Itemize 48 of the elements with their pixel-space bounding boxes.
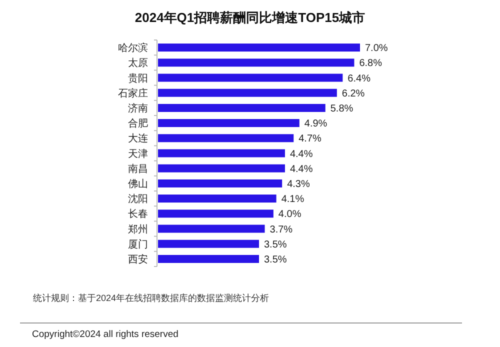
- bar: [158, 74, 343, 82]
- data-label: 6.4%: [348, 73, 371, 84]
- data-label: 4.4%: [290, 148, 313, 160]
- bar: [158, 179, 282, 188]
- y-tick-label: 佛山: [128, 178, 148, 190]
- y-tick-label: 厦门: [128, 238, 148, 250]
- bar: [158, 88, 337, 97]
- bar: [158, 224, 265, 233]
- y-tick-label: 南昌: [128, 162, 148, 175]
- bar: [158, 58, 354, 67]
- y-tick-label: 沈阳: [128, 193, 148, 206]
- y-tick-label: 贵阳: [128, 72, 148, 84]
- data-label: 6.8%: [359, 58, 382, 70]
- data-label: 4.0%: [278, 209, 302, 220]
- bar: [158, 254, 259, 263]
- text: Copyright©2024 all rights reserved: [32, 329, 178, 340]
- y-tick-label: 济南: [128, 102, 148, 114]
- y-tick-label: 大连: [128, 132, 148, 145]
- data-label: 3.5%: [264, 239, 287, 250]
- data-label: 4.7%: [298, 134, 322, 145]
- data-label: 4.9%: [304, 118, 328, 130]
- y-tick-label: 合肥: [128, 118, 148, 130]
- y-tick-label: 西安: [128, 253, 148, 266]
- bar: [158, 164, 285, 172]
- data-label: 4.3%: [287, 178, 310, 190]
- bar: [158, 44, 360, 52]
- data-label: 4.4%: [290, 164, 313, 175]
- y-tick-label: 天津: [128, 148, 148, 160]
- bar: [158, 149, 285, 158]
- chart-title: 2024年Q1招聘薪酬同比增速TOP15城市: [134, 10, 366, 25]
- text: 统计规则：基于2024年在线招聘数据库的数据监测统计分析: [33, 293, 270, 303]
- data-label: 5.8%: [330, 103, 354, 114]
- data-label: 6.2%: [342, 88, 365, 100]
- y-tick-label: 石家庄: [118, 87, 148, 100]
- y-tick-label: 长春: [128, 208, 148, 220]
- data-label: 3.5%: [264, 254, 287, 266]
- bar: [158, 134, 294, 142]
- bar: [158, 119, 300, 128]
- data-label: 3.7%: [270, 224, 293, 236]
- y-tick-label: 哈尔滨: [118, 42, 148, 54]
- bar: [158, 104, 326, 112]
- bar: [158, 240, 259, 248]
- y-tick-label: 郑州: [128, 223, 148, 236]
- bar: [158, 210, 274, 218]
- data-label: 7.0%: [365, 43, 388, 54]
- y-tick-label: 太原: [128, 57, 148, 70]
- data-label: 4.1%: [281, 194, 304, 206]
- bar: [158, 194, 276, 203]
